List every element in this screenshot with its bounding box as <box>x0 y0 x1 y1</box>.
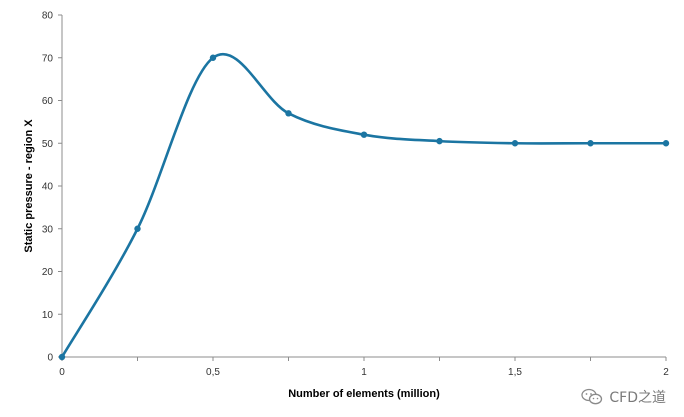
y-tick-label: 20 <box>42 267 54 278</box>
watermark-text: CFD之道 <box>609 390 666 406</box>
wechat-icon <box>581 388 603 405</box>
y-tick-label: 50 <box>42 139 54 150</box>
x-axis-title: Number of elements (million) <box>288 388 440 400</box>
series <box>58 52 670 361</box>
data-point <box>58 353 66 361</box>
y-tick-label: 60 <box>42 96 54 107</box>
x-tick-label: 0,5 <box>206 367 220 378</box>
axes <box>61 15 666 358</box>
x-tick-label: 0 <box>59 367 65 378</box>
watermark: CFD之道 <box>581 387 666 407</box>
x-tick-label: 2 <box>663 367 669 378</box>
data-point <box>285 110 292 117</box>
y-tick-label: 10 <box>42 310 54 321</box>
data-point <box>511 140 519 147</box>
y-tick-label: 0 <box>47 353 53 364</box>
data-point <box>436 137 443 145</box>
x-tick-label: 1 <box>361 367 367 378</box>
data-point <box>134 225 141 232</box>
data-point <box>662 140 670 147</box>
y-tick-label: 30 <box>42 224 54 235</box>
data-point <box>587 140 594 147</box>
x-tick-label: 1,5 <box>508 367 522 378</box>
y-tick-label: 70 <box>42 53 54 64</box>
ticks: 0 10 20 30 40 50 60 70 80 0 0,5 1 1,5 2 <box>42 11 669 379</box>
y-axis-title: Static pressure - region X <box>23 119 35 253</box>
data-point <box>209 54 217 61</box>
data-point <box>360 131 368 138</box>
y-tick-label: 40 <box>42 182 54 193</box>
y-tick-label: 80 <box>42 11 54 22</box>
series-line <box>60 52 666 358</box>
